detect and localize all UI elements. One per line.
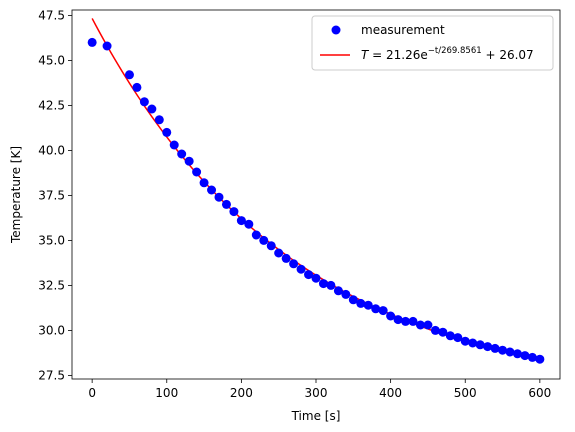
x-ticks: 0 100 200 300 400 500 600 [88,379,551,400]
y-tick-label: 30.0 [38,323,65,337]
data-point [333,286,343,296]
data-point [415,320,425,330]
data-point [460,336,470,346]
data-point [483,342,493,352]
data-point [393,315,403,325]
y-tick-label: 42.5 [38,98,65,112]
data-point [229,207,239,217]
x-tick-label: 600 [528,386,551,400]
data-point [378,306,388,316]
y-axis-label: Temperature [K] [9,146,23,244]
data-point [356,298,366,308]
data-point [266,241,276,251]
data-point [453,333,463,343]
data-point [199,178,209,188]
data-point [475,340,485,350]
y-tick-label: 47.5 [38,8,65,22]
data-point [274,248,284,258]
y-tick-label: 40.0 [38,143,65,157]
data-point [154,115,164,125]
y-tick-label: 35.0 [38,233,65,247]
data-point [438,327,448,337]
data-point [423,320,433,330]
data-point [221,199,231,209]
legend-fit-offset: + 26.07 [482,48,534,62]
y-tick-label: 45.0 [38,53,65,67]
x-tick-label: 200 [230,386,253,400]
data-point [207,185,217,195]
data-point [192,167,202,177]
data-point [498,345,508,355]
data-point [445,331,455,341]
x-tick-label: 400 [379,386,402,400]
legend-label-fit: T = 21.26e−t/269.8561 + 26.07 [361,46,534,62]
data-point [304,270,314,280]
legend: measurement T = 21.26e−t/269.8561 + 26.0… [311,15,554,71]
data-point [512,349,522,359]
data-point [177,149,187,159]
data-point [259,235,269,245]
data-point [386,311,396,321]
y-tick-label: 27.5 [38,368,65,382]
data-point [162,127,172,137]
data-point [281,253,291,263]
data-point [527,352,537,362]
data-point [147,104,157,114]
y-ticks: 27.5 30.0 32.5 35.0 37.5 40.0 42.5 45.0 47.5 [38,8,72,382]
data-point [214,192,224,202]
legend-fit-exponent: −t/269.8561 [428,46,482,56]
data-point [289,259,299,269]
data-point [296,264,306,274]
points-layer [87,37,545,364]
data-point [408,316,418,326]
data-point [244,219,254,229]
y-tick-label: 37.5 [38,188,65,202]
data-point [430,325,440,335]
x-tick-label: 500 [454,386,477,400]
data-point [87,37,97,47]
x-tick-label: 100 [155,386,178,400]
data-point [535,354,545,364]
data-point [371,304,381,314]
data-point [363,300,373,310]
legend-box [311,15,554,71]
data-point [169,140,179,150]
data-point [505,347,515,357]
data-point [318,279,328,289]
x-axis-label: Time [s] [291,409,341,423]
y-tick-label: 32.5 [38,278,65,292]
data-point [520,351,530,361]
data-point [184,156,194,166]
data-point [490,343,500,353]
data-point [348,295,358,305]
legend-fit-equation: = 21.26e [368,48,427,62]
data-point [236,216,246,226]
data-point [139,97,149,107]
data-point [132,82,142,92]
data-point [311,273,321,283]
data-point [341,289,351,299]
data-point [401,316,411,326]
data-point [251,230,261,240]
data-point [102,41,112,51]
data-point [124,70,134,80]
x-tick-label: 0 [88,386,96,400]
legend-fit-variable: T [361,48,370,62]
x-tick-label: 300 [305,386,328,400]
legend-label-measurement: measurement [361,23,445,37]
data-point [326,280,336,290]
data-point [468,338,478,348]
legend-marker-measurement [331,25,341,35]
